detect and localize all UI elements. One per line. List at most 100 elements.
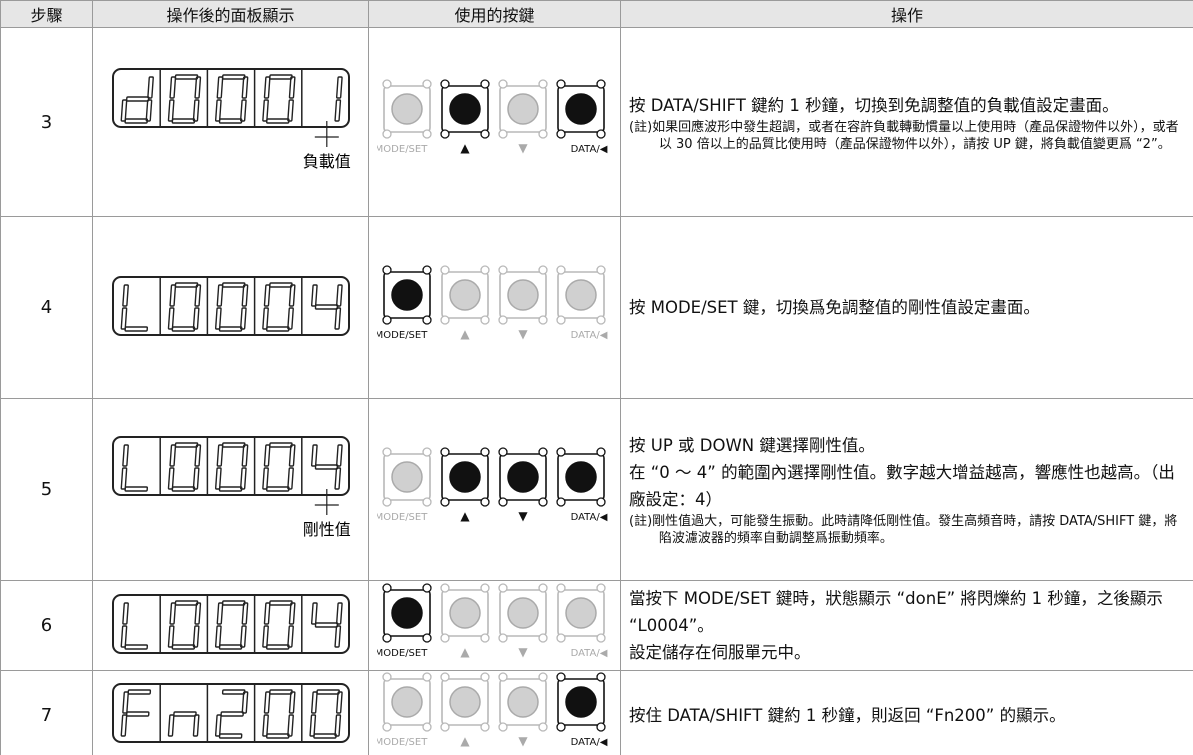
key-pin	[555, 582, 566, 593]
segment	[167, 99, 175, 122]
key-pin	[537, 446, 548, 457]
segment	[310, 443, 318, 467]
key-pin	[497, 722, 508, 732]
key-label: ▼	[518, 645, 528, 659]
key-pin	[537, 632, 548, 643]
key-pin	[439, 632, 450, 643]
segment	[120, 624, 127, 648]
segment	[286, 624, 294, 648]
key-pin	[421, 129, 432, 139]
step-cell: 6	[0, 580, 93, 671]
key-label: ▼	[518, 327, 528, 341]
key-pin	[537, 496, 548, 507]
segment	[167, 714, 175, 737]
key-pin	[439, 446, 450, 457]
segment	[121, 691, 129, 714]
key-label: DATA/◀	[570, 512, 607, 523]
table-row: 5 剛性值 MODE/SET ▲ ▼ DATA/◀ 按 UP 或 DOWN 鍵選擇剛性值。在…	[0, 398, 1193, 581]
key-label: ▲	[460, 141, 470, 155]
key-pin	[595, 632, 606, 643]
key-cap	[506, 460, 539, 493]
segment	[171, 325, 195, 332]
key-pin	[439, 129, 450, 139]
segment	[286, 714, 294, 737]
segment	[261, 99, 269, 122]
key-pin	[537, 129, 548, 139]
key-button	[381, 79, 432, 139]
key-pin	[421, 264, 432, 275]
key-cap	[506, 596, 539, 629]
digit	[261, 689, 296, 739]
key-label: DATA/◀	[570, 330, 607, 341]
key-pin	[595, 582, 606, 593]
key-pin	[595, 129, 606, 139]
key-button	[439, 582, 490, 643]
segment	[312, 733, 337, 739]
digit	[214, 281, 248, 332]
key-pin	[479, 722, 490, 732]
segment	[261, 624, 269, 648]
key-cap	[448, 460, 481, 493]
segment	[265, 733, 290, 739]
digit	[214, 599, 248, 650]
display-cell	[92, 216, 369, 399]
key-pin	[555, 129, 566, 139]
key-label: ▲	[460, 509, 470, 523]
key-cap	[564, 596, 597, 629]
key-label: MODE/SET	[377, 330, 428, 341]
keys: MODE/SET ▲ ▼ DATA/◀	[377, 79, 607, 155]
segment	[174, 281, 198, 288]
segment	[265, 325, 290, 332]
key-pin	[421, 314, 432, 325]
display-cell	[92, 580, 369, 671]
key-pin	[497, 264, 508, 275]
key-button	[497, 446, 548, 507]
keys: MODE/SET ▲ ▼ DATA/◀	[377, 582, 607, 659]
segment	[333, 99, 341, 122]
segment	[286, 306, 294, 330]
segment	[335, 691, 343, 714]
segment	[261, 466, 269, 490]
segment	[241, 283, 248, 307]
key-button	[497, 582, 548, 643]
key-pin	[497, 582, 508, 593]
operation-note: (註)如果回應波形中發生超調，或者在容許負載轉動慣量以上使用時（產品保證物件以外…	[629, 119, 1179, 152]
segment	[146, 76, 154, 99]
segment	[263, 601, 271, 625]
key-pin	[537, 582, 548, 593]
key-label: MODE/SET	[377, 512, 428, 523]
key-pin	[537, 722, 548, 732]
key-label: MODE/SET	[377, 737, 428, 748]
segment	[241, 691, 248, 714]
segment	[335, 443, 343, 467]
key-pin	[421, 496, 432, 507]
segment	[335, 601, 343, 625]
segment	[265, 485, 290, 492]
segment	[288, 691, 296, 714]
keys-cell: MODE/SET ▲ ▼ DATA/◀	[368, 398, 621, 581]
key-pin	[381, 722, 392, 732]
key-label: MODE/SET	[377, 144, 428, 155]
segment	[261, 714, 269, 737]
digit	[310, 443, 343, 490]
key-pin	[479, 632, 490, 643]
key-pin	[381, 79, 392, 89]
key-cap	[448, 596, 481, 629]
column-header: 使用的按鍵	[368, 0, 621, 28]
key-pin	[479, 79, 490, 89]
key-button	[555, 264, 606, 325]
segment	[333, 306, 341, 330]
operation-note: (註)剛性值過大，可能發生振動。此時請降低剛性值。發生高頻音時，請按 DATA/…	[629, 514, 1178, 546]
key-pin	[497, 314, 508, 325]
key-pin	[595, 264, 606, 275]
segment	[172, 711, 197, 717]
table-row: 7 MODE/SET ▲ ▼ DATA/◀ 按住 DATA/SHIFT 鍵約 1 秒鐘，則…	[0, 670, 1193, 755]
key-pin	[479, 264, 490, 275]
key-pin	[439, 722, 450, 732]
key-pin	[555, 672, 566, 682]
segment	[218, 485, 242, 492]
digit	[120, 443, 148, 492]
segment	[268, 281, 293, 288]
display-cell: 剛性值	[92, 398, 369, 581]
